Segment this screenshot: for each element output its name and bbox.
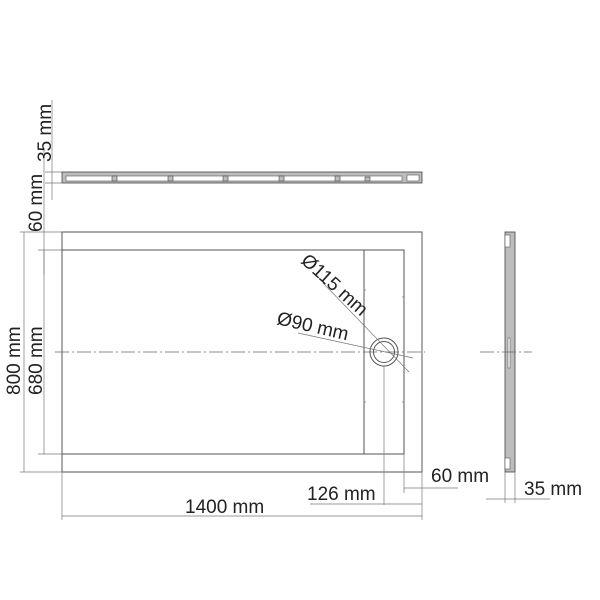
dim-inner-width: 680 mm bbox=[26, 326, 47, 395]
dim-right-rim: 60 mm bbox=[431, 466, 489, 487]
left-dimensions: 800 mm 680 mm bbox=[4, 232, 62, 473]
dim-drain-inner: Ø90 mm bbox=[275, 308, 351, 345]
dim-top-rim: 60 mm bbox=[26, 174, 47, 232]
bottom-dimensions: 1400 mm 126 mm 60 mm bbox=[61, 366, 489, 520]
dim-drain-offset: 126 mm bbox=[307, 484, 376, 505]
dim-top-section-height: 35 mm bbox=[35, 104, 56, 162]
top-section-view bbox=[61, 171, 423, 184]
drain-inner-circle bbox=[373, 341, 395, 363]
plan-view: Ø115 mm Ø90 mm bbox=[55, 231, 425, 473]
side-section-view: 35 mm bbox=[480, 231, 582, 503]
dim-side-section-height: 35 mm bbox=[524, 479, 582, 500]
dim-drain-outer: Ø115 mm bbox=[297, 250, 372, 320]
dim-overall-length: 1400 mm bbox=[185, 497, 264, 518]
top-dimensions: 35 mm 60 mm bbox=[20, 100, 62, 275]
dim-overall-width: 800 mm bbox=[4, 326, 25, 395]
